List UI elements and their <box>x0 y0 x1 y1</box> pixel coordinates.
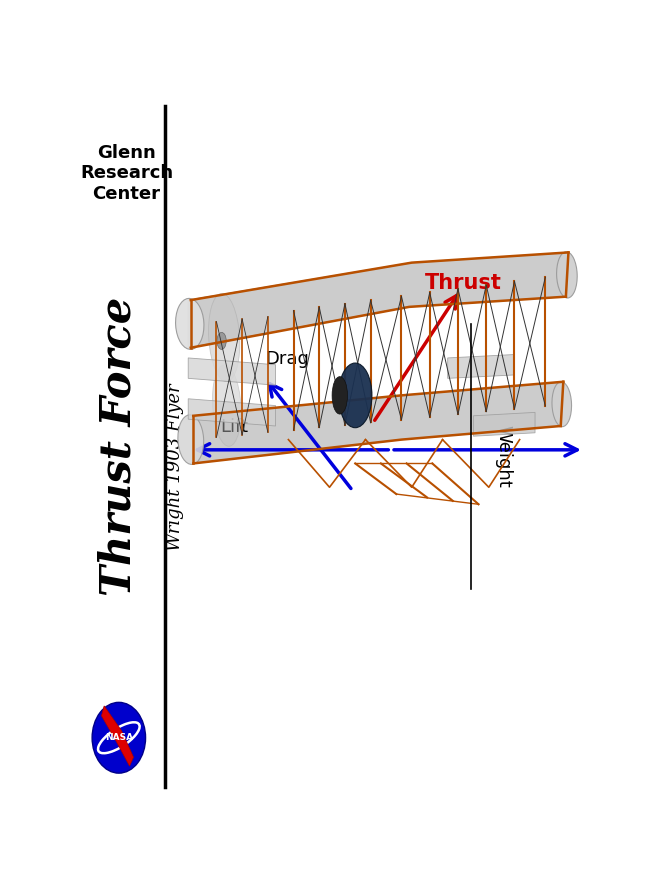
Ellipse shape <box>339 363 372 428</box>
Ellipse shape <box>557 252 577 298</box>
Circle shape <box>92 703 146 774</box>
Ellipse shape <box>217 332 226 349</box>
PathPatch shape <box>101 706 133 766</box>
Text: Weight: Weight <box>494 425 512 488</box>
Polygon shape <box>188 399 276 426</box>
Polygon shape <box>473 412 535 436</box>
Ellipse shape <box>212 365 241 446</box>
Text: Thrust: Thrust <box>424 273 501 293</box>
Ellipse shape <box>176 299 204 349</box>
Ellipse shape <box>332 377 347 414</box>
Ellipse shape <box>178 415 204 464</box>
Text: Wright 1903 Flyer: Wright 1903 Flyer <box>166 383 184 551</box>
Polygon shape <box>448 354 514 378</box>
Ellipse shape <box>209 293 240 382</box>
Ellipse shape <box>552 382 572 427</box>
Text: Drag: Drag <box>265 350 309 368</box>
Text: Glenn
Research
Center: Glenn Research Center <box>80 143 173 203</box>
Text: Thrust Force: Thrust Force <box>98 297 140 596</box>
Polygon shape <box>188 253 568 347</box>
Text: Lift: Lift <box>221 418 249 436</box>
Text: NASA: NASA <box>105 733 133 743</box>
Polygon shape <box>194 382 564 463</box>
Polygon shape <box>188 358 276 385</box>
